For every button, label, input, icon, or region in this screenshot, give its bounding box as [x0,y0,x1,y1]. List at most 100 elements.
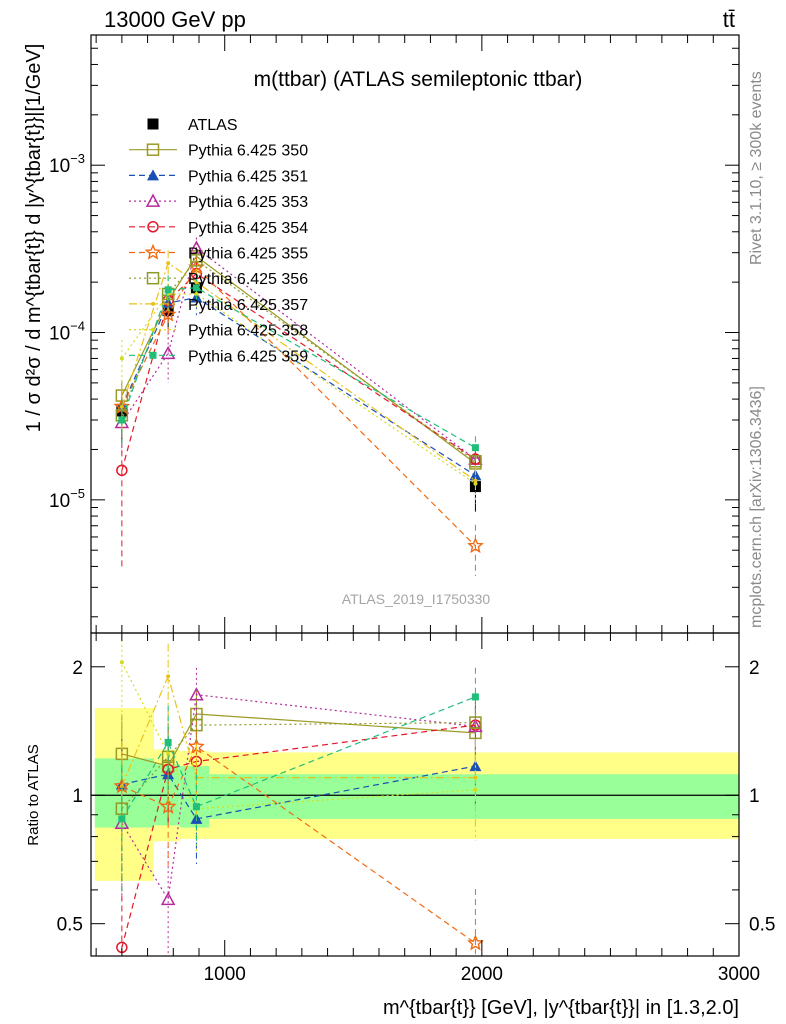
data-point [119,404,124,409]
data-point [471,444,479,452]
ratio-point [190,718,203,732]
series-line-9 [121,287,476,449]
y-tick-label: 10−3 [49,151,85,177]
main-y-axis-label: 1 / σ d²σ / d m^{tbar{t}} d |y^{tbar{t}}… [23,44,45,433]
ratio-point [192,803,200,811]
ratio-line-8 [121,696,476,820]
x-tick-label: 1000 [204,964,246,985]
legend-label: Pythia 6.425 358 [188,323,308,340]
data-point [159,305,177,322]
legend-label: Pythia 6.425 353 [188,194,308,211]
legend-label: Pythia 6.425 354 [188,220,308,237]
data-point [467,537,484,554]
x-tick-label: 2000 [461,964,503,985]
data-point [473,478,478,483]
ratio-point [115,802,129,815]
header-energy-label: 13000 GeV pp [104,7,246,32]
ratio-point [166,674,171,679]
series-9 [118,275,479,462]
data-point [119,356,124,361]
ratio-y-tick-label: 2 [72,658,83,679]
legend-marker [149,351,157,359]
ratio-point [118,815,126,823]
ratio-y-tick-label-right: 0.5 [749,915,775,936]
legend-marker [145,193,161,207]
legend-entry-9: Pythia 6.425 359 [129,348,308,365]
main-plot-marks [113,237,484,577]
legend-entry-3: Pythia 6.425 353 [129,193,308,211]
series-line-7 [121,262,476,482]
rivet-version-label: Rivet 3.1.10, ≥ 300k events [748,71,765,265]
ratio-point [119,660,124,665]
series-8 [119,278,478,504]
ratio-y-tick-label-right: 1 [749,786,760,807]
ratio-panel: 0.5 0.5 1 1 2 2 1000 2000 3000 [57,632,775,985]
legend-label: Pythia 6.425 351 [188,168,308,185]
series-4 [116,261,482,567]
legend-marker [151,301,155,306]
legend-label: Pythia 6.425 356 [188,271,308,288]
ratio-line-3 [121,724,476,948]
ratio-point [164,738,172,746]
legend-entry-4: Pythia 6.425 354 [129,220,308,237]
x-tick-label: 3000 [718,964,760,985]
ratio-y-tick-label-right: 2 [749,658,760,679]
ratio-y-axis-label: Ratio to ATLAS [25,744,42,845]
legend-entry-2: Pythia 6.425 351 [129,168,308,185]
legend-entry-7: Pythia 6.425 357 [129,297,308,314]
data-point [160,345,176,360]
legend-entry-1: Pythia 6.425 350 [129,143,308,160]
data-point [192,284,200,292]
ratio-line-2 [121,694,476,902]
legend-label: Pythia 6.425 350 [188,143,308,160]
ratio-y-tick-label: 0.5 [57,915,83,936]
ratio-axes: 0.5 0.5 1 1 2 2 1000 2000 3000 [57,633,775,985]
analysis-id-watermark: ATLAS_2019_I1750330 [342,591,491,607]
series-line-4 [121,272,476,471]
mcplots-label: mcplots.cern.ch [arXiv:1306.3436] [748,386,765,628]
data-point [473,481,478,486]
data-point [118,416,126,424]
data-point [194,291,199,296]
series-line-8 [121,293,476,485]
legend-label: ATLAS [188,117,238,134]
ratio-point [471,693,479,701]
legend-label: Pythia 6.425 359 [188,348,308,365]
series-line-3 [121,246,476,460]
legend-entry-6: Pythia 6.425 356 [129,271,308,288]
chart-title: m(ttbar) (ATLAS semileptonic ttbar) [254,68,583,91]
ratio-plot-marks [91,634,740,955]
data-point [116,464,128,477]
ratio-panel-frame [90,632,740,957]
ratio-point [166,751,171,756]
series-line-5 [121,266,476,547]
uncertainty-band-inner [209,774,740,819]
ratio-line-4 [121,745,476,944]
y-tick-label: 10−5 [49,486,85,512]
data-point [166,261,171,266]
legend-entry-8: Pythia 6.425 358 [129,323,308,340]
legend-marker [151,327,155,332]
ratio-point [473,787,478,792]
x-axis-label: m^{tbar{t}} [GeV], |y^{tbar{t}}| in [1.3… [383,997,739,1019]
legend-label: Pythia 6.425 357 [188,297,308,314]
ratio-line-6 [121,674,476,787]
legend-marker [147,169,159,181]
y-tick-label: 10−4 [49,319,85,345]
ratio-line-7 [121,661,476,810]
series-line-1 [121,255,476,464]
ratio-series-6 [119,643,478,847]
ratio-series-8 [118,667,479,895]
ratio-point [159,797,177,814]
legend-entry-0: ATLAS [147,117,238,134]
legend-marker [146,271,160,285]
legend-marker [147,118,159,130]
legend-label: Pythia 6.425 355 [188,246,308,263]
ratio-point [473,775,478,780]
legend: ATLAS Pythia 6.425 350 Pythia 6.425 351 Pyt… [129,117,308,365]
ratio-line-1 [121,765,476,820]
series-line-6 [121,259,476,462]
header-process-label: tt̄ [723,7,735,32]
legend-marker [146,143,160,156]
